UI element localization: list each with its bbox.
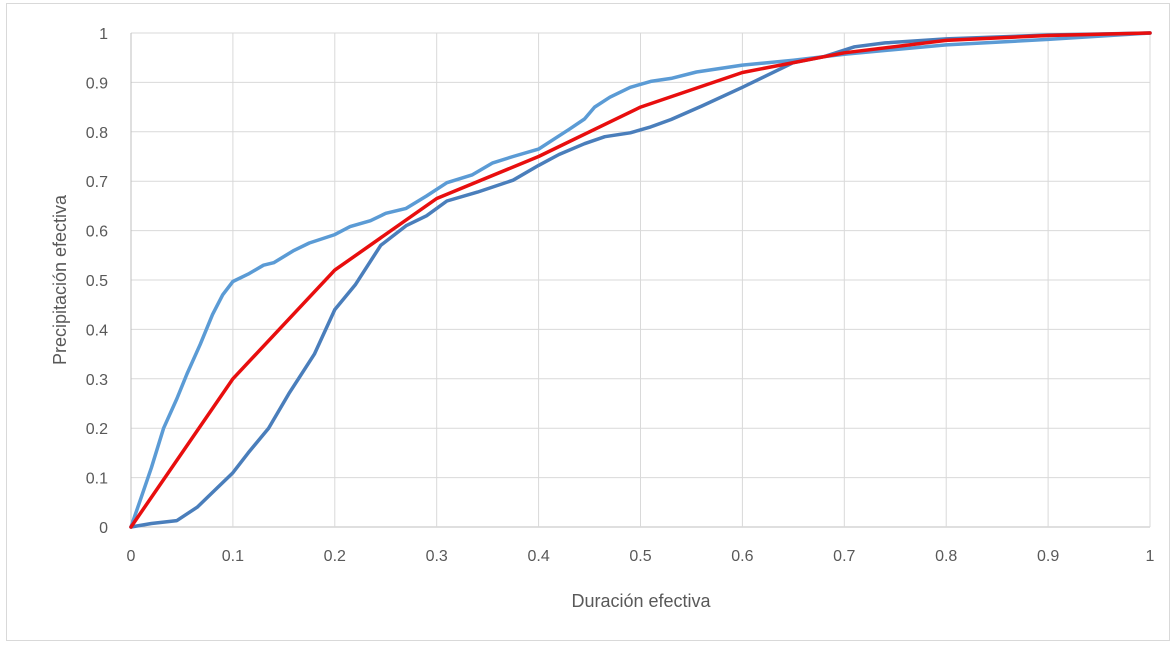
x-tick-label: 0 (127, 548, 136, 565)
series-lines (129, 31, 1152, 529)
x-axis-title: Duración efectiva (571, 591, 711, 611)
y-axis-title: Precipitación efectiva (50, 194, 70, 365)
gridlines (130, 32, 1151, 528)
y-tick-label: 0.3 (86, 372, 108, 389)
y-tick-label: 0.2 (86, 421, 108, 438)
y-tick-label: 0 (99, 520, 108, 537)
y-tick-label: 0.8 (86, 125, 108, 142)
y-tick-labels: 0 0.1 0.2 0.3 0.4 0.5 0.6 0.7 0.8 0.9 1 (86, 26, 108, 537)
x-tick-label: 0.3 (426, 548, 448, 565)
chart-frame (6, 3, 1170, 641)
y-tick-label: 1 (99, 26, 108, 43)
series-line-3 (129, 31, 1152, 529)
y-tick-label: 0.5 (86, 273, 108, 290)
x-tick-label: 0.6 (731, 548, 753, 565)
x-tick-labels: 0 0.1 0.2 0.3 0.4 0.5 0.6 0.7 0.8 0.9 1 (127, 548, 1155, 565)
y-tick-label: 0.6 (86, 224, 108, 241)
y-tick-label: 0.9 (86, 75, 108, 92)
x-tick-label: 0.9 (1037, 548, 1059, 565)
x-tick-label: 1 (1146, 548, 1155, 565)
x-tick-label: 0.5 (629, 548, 651, 565)
x-tick-label: 0.8 (935, 548, 957, 565)
series-line-1 (129, 31, 1152, 529)
x-tick-label: 0.4 (527, 548, 549, 565)
x-tick-label: 0.1 (222, 548, 244, 565)
x-tick-label: 0.2 (324, 548, 346, 565)
y-tick-label: 0.1 (86, 471, 108, 488)
y-tick-label: 0.4 (86, 322, 108, 339)
y-tick-label: 0.7 (86, 174, 108, 191)
x-tick-label: 0.7 (833, 548, 855, 565)
